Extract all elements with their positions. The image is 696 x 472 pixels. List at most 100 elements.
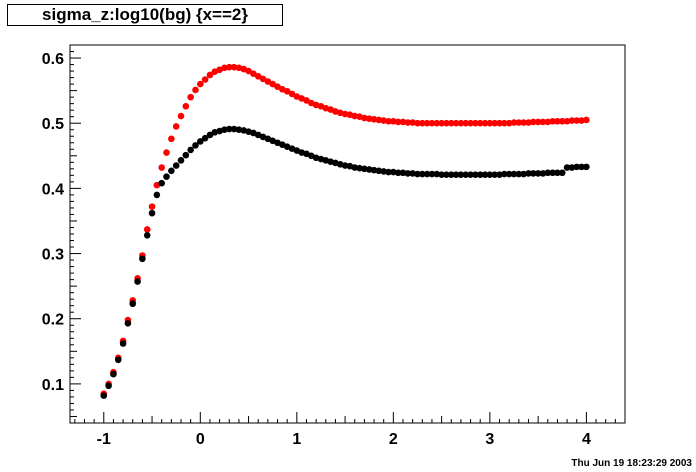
data-point — [554, 117, 561, 125]
data-point — [375, 167, 383, 175]
data-point — [221, 126, 228, 134]
data-point — [148, 209, 156, 217]
data-point — [250, 70, 257, 77]
data-point — [192, 142, 199, 149]
data-point — [539, 118, 547, 126]
x-tick-label: 3 — [485, 431, 494, 448]
y-tick-label: 0.5 — [42, 116, 64, 133]
data-point — [568, 117, 576, 124]
data-point — [380, 117, 388, 124]
data-point — [139, 255, 146, 263]
data-point — [486, 119, 494, 127]
data-point — [370, 166, 378, 174]
data-point — [515, 170, 523, 178]
data-point — [549, 169, 556, 177]
data-point — [134, 278, 141, 285]
data-point — [447, 171, 455, 178]
data-point — [356, 164, 363, 172]
data-point — [568, 164, 576, 171]
data-point — [274, 83, 281, 91]
data-point — [235, 126, 243, 134]
data-point — [583, 163, 590, 171]
data-point — [409, 119, 416, 126]
data-point — [433, 119, 441, 127]
data-point — [549, 117, 556, 125]
data-point — [501, 119, 508, 127]
data-point — [399, 118, 407, 126]
data-point — [457, 171, 465, 178]
data-point — [153, 191, 161, 199]
data-point — [583, 116, 590, 124]
x-tick-label: 1 — [292, 431, 301, 448]
data-point — [283, 87, 291, 95]
data-point — [476, 119, 484, 127]
data-point — [452, 119, 460, 127]
data-point — [163, 149, 170, 156]
data-point — [201, 76, 209, 83]
data-point — [423, 119, 431, 127]
data-point — [510, 119, 518, 126]
y-tick-label: 0.4 — [42, 181, 64, 198]
data-point — [225, 63, 233, 71]
data-point — [573, 117, 581, 124]
data-point — [168, 167, 175, 175]
data-point — [443, 171, 450, 178]
y-tick-label: 0.2 — [42, 312, 64, 329]
data-point — [423, 170, 431, 178]
data-point — [375, 116, 383, 124]
data-point — [563, 164, 571, 171]
data-point — [187, 146, 194, 154]
data-point — [100, 392, 108, 399]
data-point — [288, 90, 296, 98]
data-point — [501, 170, 508, 178]
data-point — [259, 75, 267, 83]
data-point — [428, 170, 436, 178]
data-point — [481, 119, 489, 127]
data-point — [341, 162, 349, 169]
data-point — [520, 170, 527, 178]
data-point — [544, 118, 552, 126]
data-point — [573, 163, 581, 171]
data-point — [187, 93, 194, 101]
data-point — [206, 71, 214, 79]
data-point — [201, 134, 209, 142]
data-point — [558, 169, 566, 177]
plot-frame — [69, 44, 626, 424]
data-point — [206, 131, 214, 139]
data-point — [491, 171, 499, 178]
data-point — [428, 119, 436, 127]
data-point — [414, 119, 421, 127]
data-point — [245, 67, 252, 75]
data-point — [158, 179, 165, 187]
data-point — [414, 170, 421, 178]
data-point — [197, 138, 204, 145]
data-point — [163, 173, 170, 180]
data-point — [467, 171, 474, 178]
data-point — [182, 151, 190, 159]
data-point — [452, 171, 460, 178]
data-point — [172, 162, 180, 169]
data-point — [505, 170, 513, 178]
data-point — [496, 119, 503, 127]
data-point — [525, 119, 532, 126]
data-point — [558, 117, 566, 125]
data-point — [544, 169, 552, 177]
data-point — [143, 232, 151, 239]
x-tick-label: 0 — [196, 431, 205, 448]
data-point — [438, 119, 445, 127]
data-point — [505, 119, 513, 127]
data-point — [578, 163, 585, 171]
data-point — [394, 118, 402, 126]
data-point — [472, 119, 479, 127]
data-point — [481, 171, 489, 178]
data-point — [192, 86, 199, 94]
data-point — [114, 356, 122, 364]
data-point — [476, 171, 484, 178]
data-point — [419, 119, 426, 127]
data-point — [254, 72, 262, 80]
data-point — [394, 169, 402, 177]
data-point — [578, 117, 585, 124]
data-point — [404, 119, 412, 126]
data-point — [351, 164, 359, 171]
